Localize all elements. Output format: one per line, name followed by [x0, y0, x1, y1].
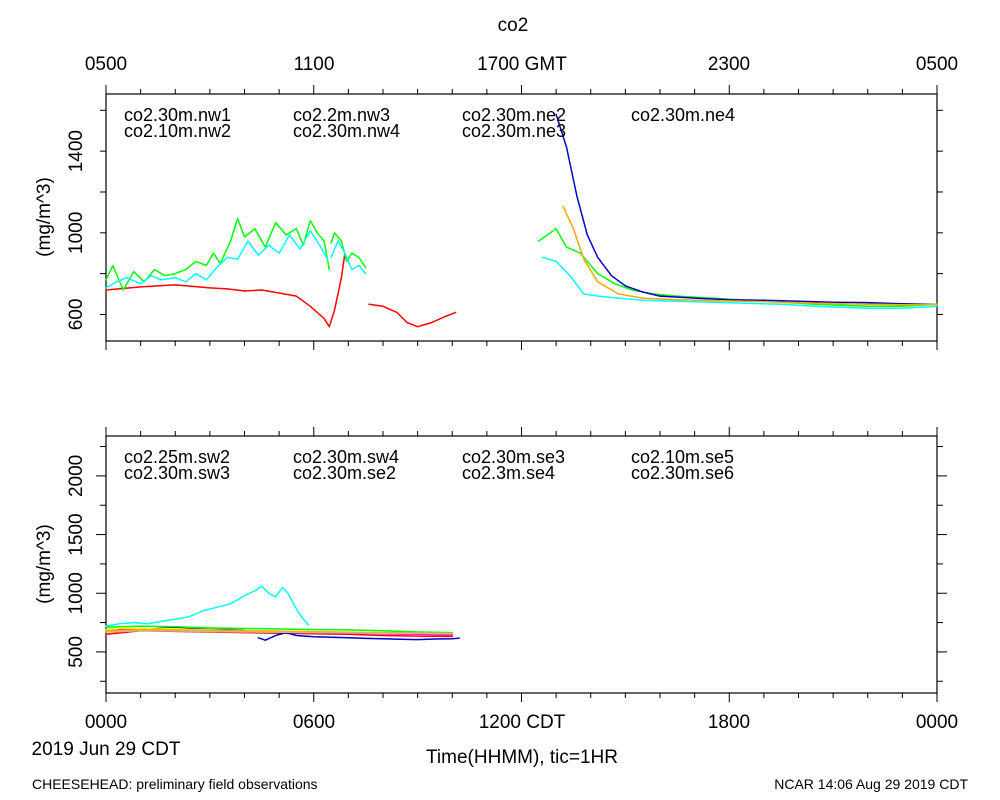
x-axis-label: Time(HHMM), tic=1HR [426, 747, 618, 768]
series-line-co2.30m.nw4 [330, 240, 367, 275]
lower-series-group [105, 585, 460, 641]
top-tick-label: 0500 [85, 54, 127, 75]
series-line-co2.30m.se6 [105, 630, 454, 635]
footer-right: NCAR 14:06 Aug 29 2019 CDT [774, 776, 968, 792]
bottom-axis-labels: 0000 0600 1200 CDT 1800 0000 [85, 712, 958, 733]
top-tick-label: 1100 [294, 54, 335, 75]
series-line-co2.30m.nw4 [105, 230, 329, 289]
series-line-co2.2m.nw3 [555, 113, 938, 306]
legend-entry-co2.30m.nw4: co2.30m.nw4 [293, 121, 400, 141]
y-tick-label: 2000 [66, 455, 87, 497]
legend-entry-co2.30m.ne3: co2.30m.ne3 [462, 121, 566, 141]
y-tick-label: 1000 [66, 212, 87, 254]
upper-series-group [105, 113, 938, 328]
bottom-tick-label: 1200 CDT [479, 712, 566, 733]
footer-left: CHEESEHEAD: preliminary field observatio… [32, 776, 318, 792]
series-line-co2.30m.nw1 [105, 252, 346, 328]
top-tick-label: 1700 GMT [477, 54, 567, 75]
legend-entry-co2.10m.nw2: co2.10m.nw2 [124, 121, 231, 141]
upper-tick-marks [100, 85, 943, 350]
series-line-co2.10m.nw2 [538, 227, 938, 308]
top-tick-label: 2300 [708, 54, 750, 75]
series-line-co2.10m.nw2 [105, 217, 331, 291]
legend-entry-co2.10m.se5: co2.10m.se5 [631, 447, 734, 467]
legend-entry-co2.30m.ne2: co2.30m.ne2 [462, 105, 566, 125]
upper-y-tick-labels: 600 1000 1400 [66, 130, 87, 330]
figure-title: co2 [498, 15, 529, 36]
upper-y-axis-label: (mg/m^3) [34, 177, 55, 257]
bottom-tick-label: 0000 [916, 712, 958, 733]
series-line-co2.30m.nw1 [368, 303, 457, 328]
series-line-co2.30m.nw4 [541, 256, 938, 310]
top-axis-labels: 0500 1100 1700 GMT 2300 0500 [85, 54, 958, 75]
legend-entry-co2.30m.ne4: co2.30m.ne4 [631, 105, 735, 125]
y-tick-label: 1000 [66, 572, 87, 614]
legend-entry-co2.30m.se2: co2.30m.se2 [293, 463, 396, 483]
legend-entry-co2.3m.se4: co2.3m.se4 [462, 463, 555, 483]
upper-legend: co2.30m.nw1co2.10m.nw2co2.2m.nw3co2.30m.… [124, 105, 735, 141]
legend-entry-co2.2m.nw3: co2.2m.nw3 [293, 105, 390, 125]
legend-entry-co2.30m.sw3: co2.30m.sw3 [124, 463, 230, 483]
lower-legend: co2.25m.sw2co2.30m.sw3co2.30m.sw4co2.30m… [124, 447, 734, 483]
series-line-co2.10m.nw2 [330, 232, 367, 269]
y-tick-label: 1400 [66, 130, 87, 172]
lower-y-axis-label: (mg/m^3) [34, 524, 55, 604]
lower-tick-marks [96, 427, 947, 702]
series-line-co2.30m.sw3 [105, 625, 454, 634]
series-line-co2.30m.ne4 [562, 205, 938, 306]
legend-entry-co2.30m.nw1: co2.30m.nw1 [124, 105, 231, 125]
y-tick-label: 600 [66, 299, 87, 331]
y-tick-label: 500 [66, 636, 87, 668]
legend-entry-co2.30m.se6: co2.30m.se6 [631, 463, 734, 483]
series-line-co2.30m.sw4 [257, 631, 460, 641]
legend-entry-co2.30m.sw4: co2.30m.sw4 [293, 447, 399, 467]
legend-entry-co2.25m.sw2: co2.25m.sw2 [124, 447, 230, 467]
bottom-tick-label: 0000 [85, 712, 127, 733]
lower-y-tick-labels: 500 1000 1500 2000 [66, 455, 87, 668]
series-line-co2.30m.se2 [105, 585, 310, 627]
top-tick-label: 0500 [916, 54, 958, 75]
legend-entry-co2.30m.se3: co2.30m.se3 [462, 447, 565, 467]
bottom-tick-label: 1800 [708, 712, 750, 733]
y-tick-label: 1500 [66, 513, 87, 555]
date-label: 2019 Jun 29 CDT [32, 739, 181, 760]
bottom-tick-label: 0600 [293, 712, 335, 733]
